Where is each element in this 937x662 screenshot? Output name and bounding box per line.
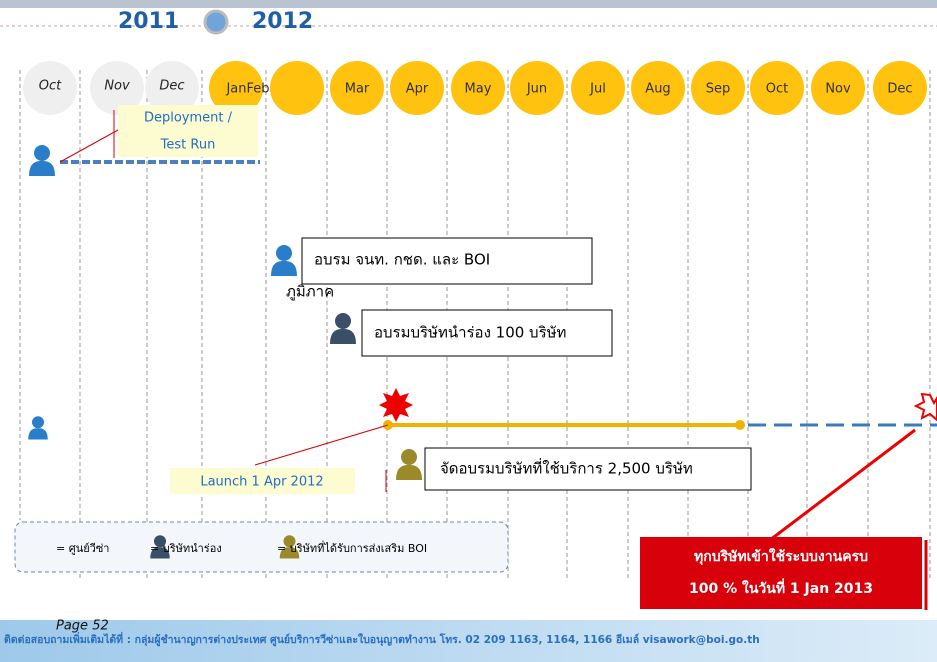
task-text: จัดอบรมบริษัทที่ใช้บริการ 2,500 บริษัท <box>440 458 693 478</box>
legend-icon <box>28 416 48 440</box>
legend-text: = บริษัทที่ได้รับการส่งเสริม BOI <box>277 540 427 555</box>
page-number: Page 52 <box>56 619 109 634</box>
month-label: Nov <box>825 82 851 97</box>
launch-text: Launch 1 Apr 2012 <box>200 475 323 490</box>
burst <box>379 388 413 422</box>
deploy-box <box>118 105 258 157</box>
month-circle <box>90 61 144 115</box>
month-circle <box>209 61 263 115</box>
month-circle <box>873 61 927 115</box>
deploy-text: Deployment / <box>144 111 233 126</box>
icon-visa <box>29 145 55 176</box>
goal-box <box>640 537 922 609</box>
legend <box>14 521 509 573</box>
year-start: 2011 <box>118 9 179 34</box>
task-box <box>301 237 593 285</box>
task-box <box>424 447 752 491</box>
month-label: Dec <box>887 82 912 97</box>
month-circle <box>330 61 384 115</box>
month-circle <box>145 61 199 115</box>
month-circle <box>811 61 865 115</box>
task-box <box>361 309 613 357</box>
month-circle <box>270 61 324 115</box>
launch-box <box>170 468 355 494</box>
month-circle <box>631 61 685 115</box>
footer-band <box>0 620 937 662</box>
month-circle <box>451 61 505 115</box>
month-label: Oct <box>39 79 62 94</box>
month-label: Apr <box>406 82 429 97</box>
month-circle <box>691 61 745 115</box>
month-label: Nov <box>104 79 130 94</box>
legend-text: = ศูนย์วีซ่า <box>56 542 109 555</box>
month-label: Jul <box>589 82 606 97</box>
legend-text: = บริษัทนำร่อง <box>150 542 222 555</box>
month-circle <box>23 61 77 115</box>
task-text: อบรม จนท. กชด. และ BOI <box>314 251 490 269</box>
month-label: Mar <box>345 82 370 97</box>
month-circle <box>390 61 444 115</box>
icon-boi <box>396 449 422 480</box>
callout <box>254 424 389 466</box>
footer-contact: ติดต่อสอบถามเพิ่มเติมได้ที่ : กลุ่มผู้ชำ… <box>4 631 760 647</box>
icon-pilot <box>330 313 356 344</box>
deploy-text: Test Run <box>160 138 216 153</box>
bar-end <box>735 420 745 430</box>
month-label: Oct <box>766 82 788 97</box>
month-row: Oct Nov Dec JanFeb Mar Apr May Jun Jul Aug Sep Oct N… <box>19 61 931 580</box>
year-icon <box>203 9 229 35</box>
month-circle <box>510 61 564 115</box>
month-circle <box>750 61 804 115</box>
top-band <box>0 0 937 8</box>
month-label: Sep <box>706 82 731 97</box>
month-label: Dec <box>159 79 184 94</box>
month-label: JanFeb <box>225 82 269 97</box>
task-text: อบรมบริษัทนำร่อง 100 บริษัท <box>374 324 566 342</box>
goal-text: ทุกบริษัทเข้าใช้ระบบงานครบ <box>694 547 868 565</box>
year-end: 2012 <box>252 9 313 34</box>
callout <box>769 428 916 542</box>
month-label: Aug <box>645 82 670 97</box>
burst <box>913 392 937 422</box>
callout <box>59 129 119 163</box>
goal-text: 100 % ในวันที่ 1 Jan 2013 <box>689 578 873 597</box>
month-label: Jun <box>526 82 547 97</box>
month-label: May <box>465 82 492 97</box>
icon-visa <box>271 245 297 276</box>
task-text: ภูมิภาค <box>286 283 334 301</box>
month-circle <box>571 61 625 115</box>
